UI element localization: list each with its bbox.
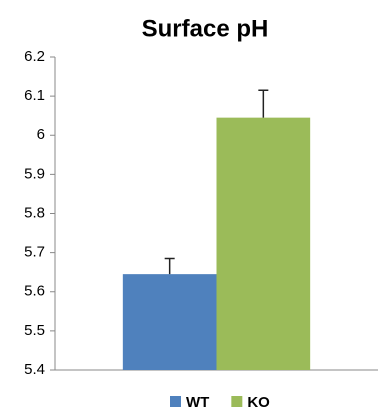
error-bar [164, 257, 175, 275]
y-tick-label: 6 [37, 126, 45, 143]
bar [216, 117, 311, 370]
y-tick-label: 5.9 [24, 165, 45, 182]
y-tick-label: 6.1 [24, 87, 45, 104]
bar [122, 274, 217, 370]
legend-swatch [170, 396, 181, 407]
y-tick-label: 5.8 [24, 204, 45, 221]
legend-swatch [231, 396, 243, 407]
legend-label: WT [186, 394, 209, 411]
legend-label: KO [247, 394, 270, 411]
y-tick-label: 5.4 [24, 361, 45, 378]
chart-title: Surface pH [142, 15, 269, 42]
y-tick-label: 5.5 [24, 322, 45, 339]
y-tick-label: 6.2 [24, 48, 45, 65]
y-tick-label: 5.6 [24, 283, 45, 300]
error-bar [258, 89, 269, 118]
y-tick-label: 5.7 [24, 244, 45, 261]
